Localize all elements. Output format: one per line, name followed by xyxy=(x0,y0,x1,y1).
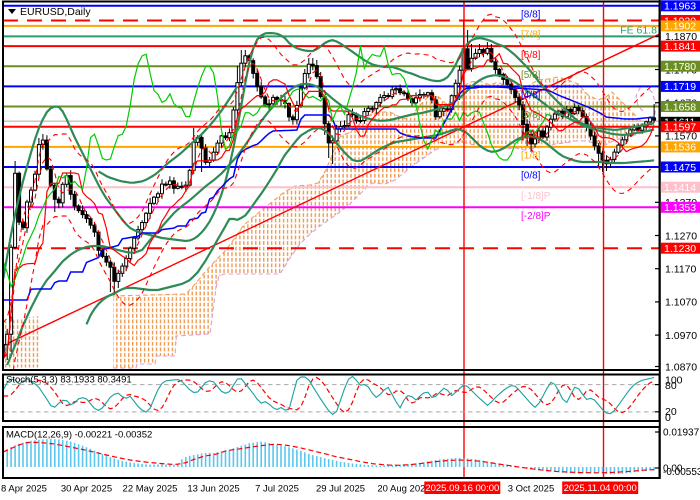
svg-text:[2/8]: [2/8] xyxy=(521,130,541,141)
svg-text:0.00: 0.00 xyxy=(663,463,683,474)
svg-text:0: 0 xyxy=(665,412,671,424)
svg-text:[0/8]: [0/8] xyxy=(521,171,541,182)
svg-text:8 Apr 2025: 8 Apr 2025 xyxy=(1,484,47,495)
svg-text:1.1270: 1.1270 xyxy=(665,230,697,242)
svg-text:1.1353: 1.1353 xyxy=(664,202,696,214)
svg-text:29 Jul 2025: 29 Jul 2025 xyxy=(316,484,365,495)
svg-text:[-2/8]P: [-2/8]P xyxy=(521,211,551,222)
svg-text:1.1536: 1.1536 xyxy=(664,142,696,154)
svg-text:20: 20 xyxy=(665,406,677,418)
svg-text:[4/8]: [4/8] xyxy=(521,90,541,101)
svg-text:0.01937: 0.01937 xyxy=(663,428,700,439)
svg-text:[6/8]: [6/8] xyxy=(521,50,541,61)
svg-text:1.1475: 1.1475 xyxy=(664,162,696,174)
svg-text:1.1070: 1.1070 xyxy=(665,297,697,309)
svg-text:100: 100 xyxy=(665,375,683,387)
svg-text:13 Jun 2025: 13 Jun 2025 xyxy=(187,484,239,495)
svg-text:1.1963: 1.1963 xyxy=(664,1,696,13)
svg-text:Stoch(5,3,3) 83.1933 80.3491: Stoch(5,3,3) 83.1933 80.3491 xyxy=(6,375,132,386)
svg-text:[8/8]: [8/8] xyxy=(521,10,541,21)
svg-text:1.1841: 1.1841 xyxy=(664,41,696,53)
svg-text:1.1597: 1.1597 xyxy=(664,122,696,134)
svg-text:1.1780: 1.1780 xyxy=(664,61,696,73)
svg-text:1.1414: 1.1414 xyxy=(664,182,696,194)
svg-text:20 Aug 2025: 20 Aug 2025 xyxy=(377,484,430,495)
svg-text:7 Jul 2025: 7 Jul 2025 xyxy=(255,484,299,495)
svg-text:1.1570: 1.1570 xyxy=(665,131,697,143)
svg-text:[7/8]: [7/8] xyxy=(521,30,541,41)
svg-text:2025.11.04 00:00: 2025.11.04 00:00 xyxy=(564,483,637,494)
svg-text:1.1658: 1.1658 xyxy=(664,101,696,113)
svg-text:22 May 2025: 22 May 2025 xyxy=(123,484,178,495)
svg-text:30 Apr 2025: 30 Apr 2025 xyxy=(61,484,112,495)
svg-text:2025.09.16 00:00: 2025.09.16 00:00 xyxy=(425,483,499,494)
svg-text:-0.00553: -0.00553 xyxy=(663,467,700,478)
svg-text:3 Oct 2025: 3 Oct 2025 xyxy=(508,484,554,495)
svg-text:MACD(12,26,9) -0.00221 -0.0035: MACD(12,26,9) -0.00221 -0.00352 xyxy=(6,430,152,441)
svg-text:1.1902: 1.1902 xyxy=(664,21,696,33)
svg-text:[5/8]: [5/8] xyxy=(521,70,541,81)
svg-text:1.0970: 1.0970 xyxy=(665,330,697,342)
svg-text:EURUSD,Daily: EURUSD,Daily xyxy=(20,6,91,18)
svg-text:1.0870: 1.0870 xyxy=(665,361,697,373)
svg-text:[3/8]: [3/8] xyxy=(521,110,541,121)
svg-text:1.1230: 1.1230 xyxy=(664,243,696,255)
svg-text:1.1870: 1.1870 xyxy=(665,31,697,43)
svg-text:[1/8]: [1/8] xyxy=(521,151,541,162)
svg-text:1.1170: 1.1170 xyxy=(665,264,696,276)
svg-text:80: 80 xyxy=(665,380,677,392)
svg-text:[-1/8]P: [-1/8]P xyxy=(521,191,551,202)
svg-text:FE 61.8: FE 61.8 xyxy=(620,25,657,37)
svg-text:1.1719: 1.1719 xyxy=(664,81,696,93)
